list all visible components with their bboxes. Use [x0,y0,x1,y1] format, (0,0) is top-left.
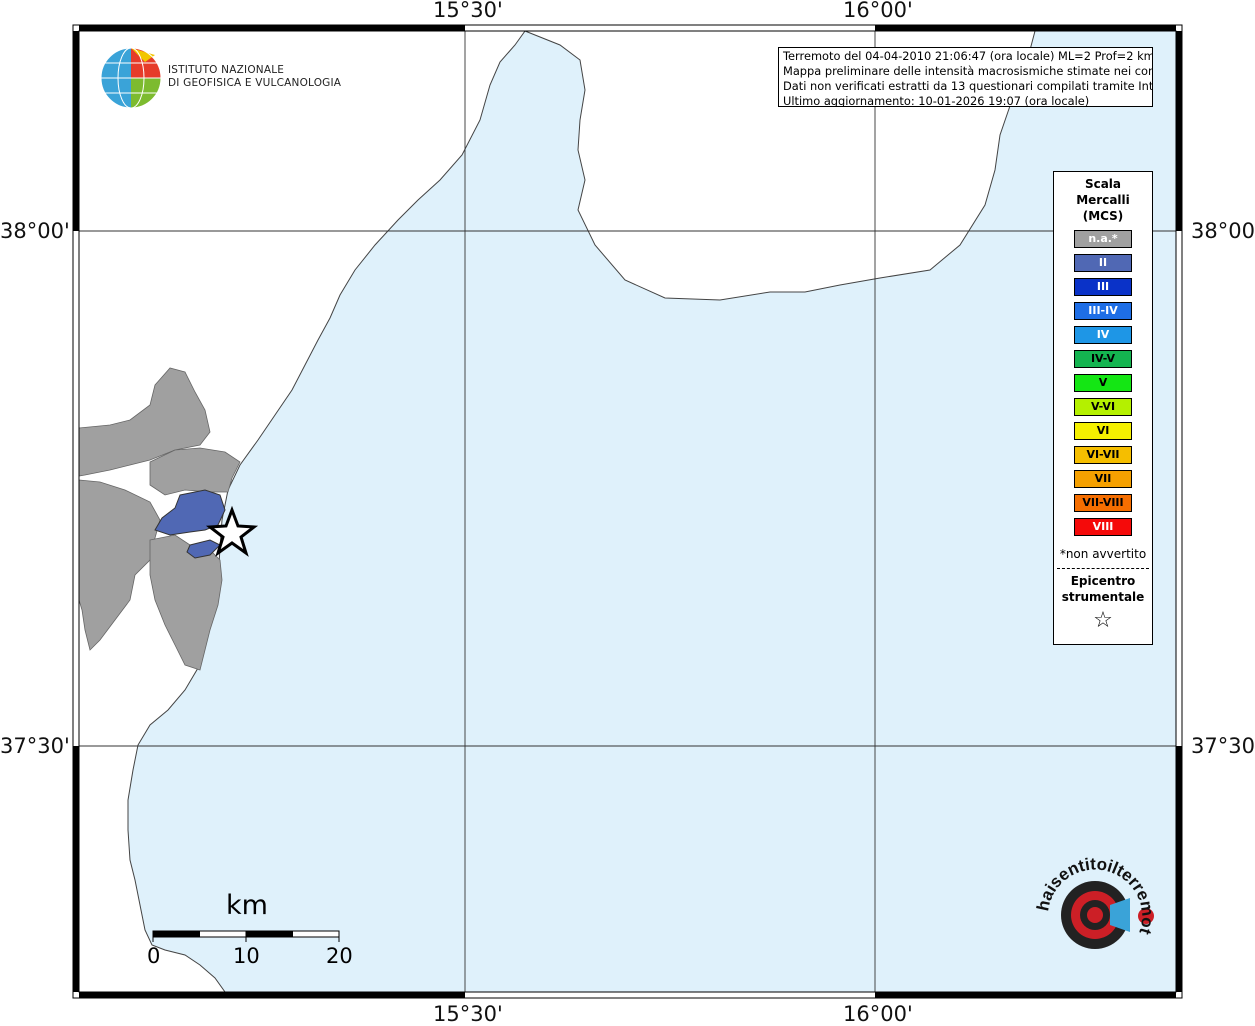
ingv-logo-text: ISTITUTO NAZIONALE DI GEOFISICA E VULCAN… [168,64,341,90]
municipality-na [149,447,241,496]
legend-swatch: IV-V [1074,350,1132,368]
legend-swatch: VIII [1074,518,1132,536]
municipality-na [78,367,211,477]
legend-title-line-1: Scala [1084,177,1122,191]
legend-title: Scala Mercalli (MCS) [1054,176,1152,224]
legend-swatch: IV [1074,326,1132,344]
scale-tick-20: 20 [326,944,353,968]
legend-title-line-2: Mercalli [1076,193,1130,207]
legend-note: *non avvertito [1059,547,1147,561]
ingv-line-1: ISTITUTO NAZIONALE [168,64,285,76]
scale-bar [152,930,340,942]
legend-swatch: n.a.* [1074,230,1132,248]
lon-label-bottom-2: 16°00' [843,1002,913,1026]
legend-epicenter-line-1: Epicentro [1070,574,1136,588]
ingv-globe-icon [100,47,162,109]
legend-star-icon: ☆ [1093,608,1113,633]
event-line-2: Mappa preliminare delle intensità macros… [783,64,1153,78]
lat-label-right-1: 38°00' [1191,219,1255,243]
lat-label-left-2: 37°30' [0,734,70,758]
lat-label-right-2: 37°30' [1191,734,1255,758]
legend-swatch: VI [1074,422,1132,440]
event-line-4: Ultimo aggiornamento: 10-01-2026 19:07 (… [783,94,1090,107]
legend-swatch: VII-VIII [1074,494,1132,512]
legend-swatch: III [1074,278,1132,296]
epicenter-star-icon [205,505,259,557]
legend-swatch: III-IV [1074,302,1132,320]
scale-tick-0: 0 [147,944,161,968]
legend-swatch: V-VI [1074,398,1132,416]
map-frame [72,24,1183,999]
legend-epicenter-label: Epicentro strumentale [1054,573,1152,605]
event-line-1: Terremoto del 04-04-2010 21:06:47 (ora l… [783,49,1153,63]
legend-title-line-3: (MCS) [1082,209,1124,223]
legend-swatch: VI-VII [1074,446,1132,464]
graticule [79,31,1176,992]
lon-label-top-1: 15°30' [433,0,503,22]
mcs-legend: Scala Mercalli (MCS) n.a.* II III III-IV IV I… [1053,171,1153,645]
legend-divider [1057,568,1149,569]
event-info-box: Terremoto del 04-04-2010 21:06:47 (ora l… [778,47,1153,107]
legend-swatch: VII [1074,470,1132,488]
ingv-line-2: DI GEOFISICA E VULCANOLOGIA [168,77,342,89]
municipality-na [78,479,161,651]
legend-swatch: II [1074,254,1132,272]
scale-unit: km [226,890,268,921]
lat-label-left-1: 38°00' [0,219,70,243]
lon-label-top-2: 16°00' [843,0,913,22]
municipality-intensity-ii [154,489,226,536]
scale-tick-10: 10 [233,944,260,968]
legend-swatch: V [1074,374,1132,392]
legend-epicenter-line-2: strumentale [1061,590,1145,604]
lon-label-bottom-1: 15°30' [433,1002,503,1026]
event-line-3: Dati non verificati estratti da 13 quest… [783,79,1153,93]
municipality-intensity-ii [186,539,221,559]
